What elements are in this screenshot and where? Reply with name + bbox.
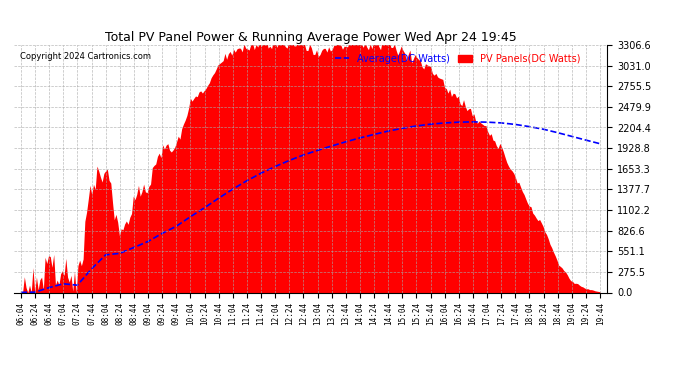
Text: Copyright 2024 Cartronics.com: Copyright 2024 Cartronics.com bbox=[20, 53, 150, 62]
Legend: Average(DC Watts), PV Panels(DC Watts): Average(DC Watts), PV Panels(DC Watts) bbox=[331, 50, 584, 68]
Title: Total PV Panel Power & Running Average Power Wed Apr 24 19:45: Total PV Panel Power & Running Average P… bbox=[105, 31, 516, 44]
